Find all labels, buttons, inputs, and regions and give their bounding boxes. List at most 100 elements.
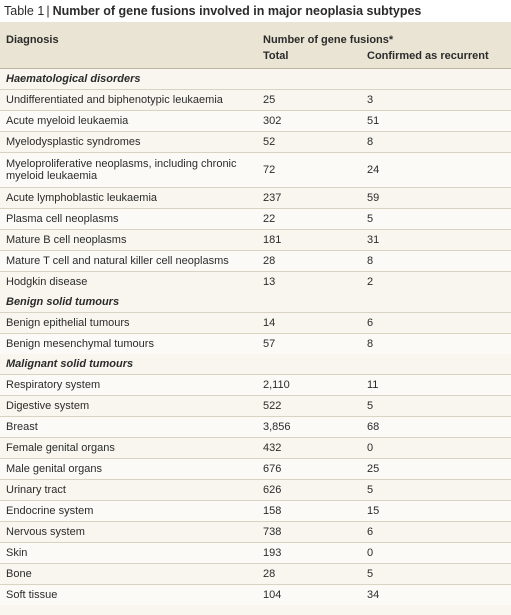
total-cell: 28 <box>257 250 361 272</box>
section-header-row: Benign solid tumours <box>0 292 511 313</box>
total-cell: 676 <box>257 458 361 480</box>
diagnosis-cell: Endocrine system <box>0 500 257 522</box>
diagnosis-cell: Hodgkin disease <box>0 271 257 292</box>
total-cell: 522 <box>257 395 361 417</box>
table-row: Female genital organs 432 0 <box>0 437 511 459</box>
header-confirmed-recurrent: Confirmed as recurrent <box>361 46 511 69</box>
diagnosis-cell: Male genital organs <box>0 458 257 480</box>
section-header-row: Haematological disorders <box>0 68 511 90</box>
caption-separator: | <box>46 4 50 18</box>
table-row: Soft tissue 104 34 <box>0 584 511 605</box>
table-caption: Table 1 | Number of gene fusions involved … <box>0 0 511 22</box>
table-row: Myeloproliferative neoplasms, including … <box>0 152 511 188</box>
gene-fusions-table: Diagnosis Number of gene fusions* Total … <box>0 22 511 605</box>
table-row: Plasma cell neoplasms 22 5 <box>0 208 511 230</box>
total-cell: 28 <box>257 563 361 585</box>
diagnosis-cell: Digestive system <box>0 395 257 417</box>
diagnosis-cell: Benign mesenchymal tumours <box>0 333 257 354</box>
total-cell: 237 <box>257 187 361 209</box>
diagnosis-cell: Female genital organs <box>0 437 257 459</box>
diagnosis-cell: Nervous system <box>0 521 257 543</box>
section-title: Benign solid tumours <box>0 292 511 313</box>
header-diagnosis: Diagnosis <box>0 22 257 46</box>
total-cell: 738 <box>257 521 361 543</box>
total-cell: 3,856 <box>257 416 361 438</box>
total-cell: 104 <box>257 584 361 605</box>
confirmed-recurrent-cell: 51 <box>361 110 511 132</box>
diagnosis-cell: Acute myeloid leukaemia <box>0 110 257 132</box>
confirmed-recurrent-cell: 25 <box>361 458 511 480</box>
confirmed-recurrent-cell: 0 <box>361 437 511 459</box>
total-cell: 181 <box>257 229 361 251</box>
confirmed-recurrent-cell: 31 <box>361 229 511 251</box>
confirmed-recurrent-cell: 15 <box>361 500 511 522</box>
confirmed-recurrent-cell: 0 <box>361 542 511 564</box>
table-row: Male genital organs 676 25 <box>0 458 511 480</box>
table-row: Endocrine system 158 15 <box>0 500 511 522</box>
diagnosis-cell: Myeloproliferative neoplasms, including … <box>0 152 257 188</box>
table-row: Breast 3,856 68 <box>0 416 511 438</box>
total-cell: 52 <box>257 131 361 153</box>
confirmed-recurrent-cell: 5 <box>361 479 511 501</box>
table-row: Skin 193 0 <box>0 542 511 564</box>
confirmed-recurrent-cell: 3 <box>361 89 511 111</box>
total-cell: 22 <box>257 208 361 230</box>
total-cell: 72 <box>257 152 361 188</box>
table-row: Nervous system 738 6 <box>0 521 511 543</box>
total-cell: 626 <box>257 479 361 501</box>
diagnosis-cell: Soft tissue <box>0 584 257 605</box>
confirmed-recurrent-cell: 2 <box>361 271 511 292</box>
diagnosis-cell: Bone <box>0 563 257 585</box>
total-cell: 193 <box>257 542 361 564</box>
section-header-row: Malignant solid tumours <box>0 354 511 375</box>
confirmed-recurrent-cell: 5 <box>361 208 511 230</box>
table-row: Benign epithelial tumours 14 6 <box>0 312 511 334</box>
confirmed-recurrent-cell: 68 <box>361 416 511 438</box>
table-row: Hodgkin disease 13 2 <box>0 271 511 292</box>
table-row: Respiratory system 2,110 11 <box>0 374 511 396</box>
confirmed-recurrent-cell: 11 <box>361 374 511 396</box>
confirmed-recurrent-cell: 6 <box>361 312 511 334</box>
table-row: Myelodysplastic syndromes 52 8 <box>0 131 511 153</box>
table-row: Undifferentiated and biphenotypic leukae… <box>0 89 511 111</box>
diagnosis-cell: Mature B cell neoplasms <box>0 229 257 251</box>
confirmed-recurrent-cell: 6 <box>361 521 511 543</box>
confirmed-recurrent-cell: 8 <box>361 250 511 272</box>
diagnosis-cell: Benign epithelial tumours <box>0 312 257 334</box>
diagnosis-cell: Plasma cell neoplasms <box>0 208 257 230</box>
diagnosis-cell: Undifferentiated and biphenotypic leukae… <box>0 89 257 111</box>
total-cell: 2,110 <box>257 374 361 396</box>
diagnosis-cell: Myelodysplastic syndromes <box>0 131 257 153</box>
diagnosis-cell: Respiratory system <box>0 374 257 396</box>
total-cell: 57 <box>257 333 361 354</box>
diagnosis-cell: Urinary tract <box>0 479 257 501</box>
table-row: Acute lymphoblastic leukaemia 237 59 <box>0 187 511 209</box>
confirmed-recurrent-cell: 5 <box>361 563 511 585</box>
diagnosis-cell: Acute lymphoblastic leukaemia <box>0 187 257 209</box>
table-row: Benign mesenchymal tumours 57 8 <box>0 333 511 354</box>
confirmed-recurrent-cell: 5 <box>361 395 511 417</box>
total-cell: 302 <box>257 110 361 132</box>
confirmed-recurrent-cell: 8 <box>361 333 511 354</box>
table-row: Acute myeloid leukaemia 302 51 <box>0 110 511 132</box>
table-body: Haematological disorders Undifferentiated… <box>0 68 511 605</box>
diagnosis-cell: Mature T cell and natural killer cell ne… <box>0 250 257 272</box>
confirmed-recurrent-cell: 59 <box>361 187 511 209</box>
confirmed-recurrent-cell: 8 <box>361 131 511 153</box>
total-cell: 14 <box>257 312 361 334</box>
section-title: Haematological disorders <box>0 68 511 90</box>
confirmed-recurrent-cell: 24 <box>361 152 511 188</box>
diagnosis-cell: Skin <box>0 542 257 564</box>
header-total: Total <box>257 46 361 69</box>
table-title: Number of gene fusions involved in major… <box>52 4 422 18</box>
section-title: Malignant solid tumours <box>0 354 511 375</box>
total-cell: 25 <box>257 89 361 111</box>
table-row: Bone 28 5 <box>0 563 511 585</box>
table-row: Mature B cell neoplasms 181 31 <box>0 229 511 251</box>
diagnosis-cell: Breast <box>0 416 257 438</box>
table-row: Urinary tract 626 5 <box>0 479 511 501</box>
table-label: Table 1 <box>4 4 45 18</box>
table-row: Digestive system 522 5 <box>0 395 511 417</box>
total-cell: 13 <box>257 271 361 292</box>
header-empty <box>0 46 257 69</box>
